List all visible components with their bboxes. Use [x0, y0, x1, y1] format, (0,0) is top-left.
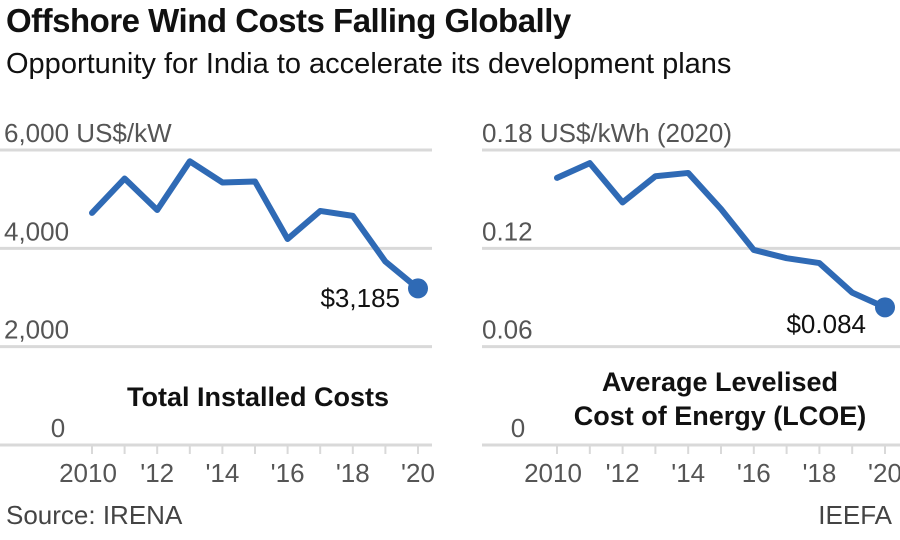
source-note: Source: IRENA — [6, 500, 183, 530]
chart-title: Total Installed Costs — [127, 382, 389, 412]
x-tick-label: '12 — [606, 458, 640, 488]
page-subtitle: Opportunity for India to accelerate its … — [6, 48, 732, 80]
y-tick-label: 0.12 — [482, 216, 533, 246]
y-tick-label: 0 — [51, 413, 65, 443]
x-tick-label: '20 — [401, 458, 435, 488]
data-point — [875, 297, 895, 318]
y-tick-label: 4,000 — [4, 216, 69, 246]
series-line — [89, 158, 421, 292]
series-line — [554, 160, 888, 311]
x-tick-label: '14 — [205, 458, 239, 488]
y-tick-label: 0 — [511, 413, 525, 443]
x-tick-label: '20 — [868, 458, 900, 488]
x-tick-label: 2010 — [59, 458, 117, 488]
x-tick-label: '12 — [140, 458, 174, 488]
x-tick-label: '18 — [802, 458, 836, 488]
y-tick-label: 0.18 US$/kWh (2020) — [482, 118, 732, 148]
value-annotation: $0.084 — [786, 309, 866, 339]
x-tick-label: '14 — [671, 458, 705, 488]
x-tick-label: '16 — [737, 458, 771, 488]
chart-title: Cost of Energy (LCOE) — [574, 401, 867, 431]
y-tick-label: 0.06 — [482, 315, 533, 345]
x-tick-label: 2010 — [524, 458, 582, 488]
value-annotation: $3,185 — [320, 283, 400, 313]
y-tick-label: 2,000 — [4, 315, 69, 345]
brand-label: IEEFA — [818, 500, 892, 530]
chart-title: Average Levelised — [602, 367, 838, 397]
page-title: Offshore Wind Costs Falling Globally — [6, 2, 571, 39]
data-point — [408, 278, 428, 299]
y-tick-label: 6,000 US$/kW — [4, 118, 172, 148]
x-tick-label: '16 — [271, 458, 305, 488]
x-tick-label: '18 — [336, 458, 370, 488]
